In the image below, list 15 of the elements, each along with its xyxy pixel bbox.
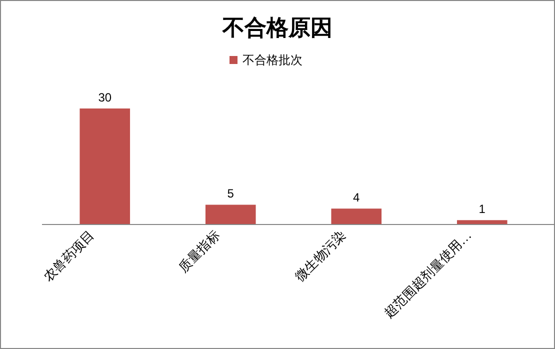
legend: 不合格批次 bbox=[230, 53, 302, 67]
x-tick-label: 农兽药项目 bbox=[40, 228, 97, 284]
bar bbox=[456, 220, 508, 224]
data-label: 4 bbox=[353, 190, 360, 205]
bar bbox=[331, 208, 382, 224]
x-tick-label: 超范围超剂量使用… bbox=[380, 228, 474, 321]
x-tick-label: 质量指标 bbox=[175, 228, 223, 275]
x-tick-label: 微生物污染 bbox=[292, 228, 348, 284]
bar bbox=[205, 204, 256, 224]
data-label: 1 bbox=[478, 202, 486, 216]
data-label: 5 bbox=[227, 186, 234, 201]
legend-label: 不合格批次 bbox=[242, 53, 302, 67]
data-label: 30 bbox=[98, 90, 112, 104]
chart-title: 不合格原因 bbox=[222, 15, 332, 40]
bar bbox=[80, 108, 130, 224]
